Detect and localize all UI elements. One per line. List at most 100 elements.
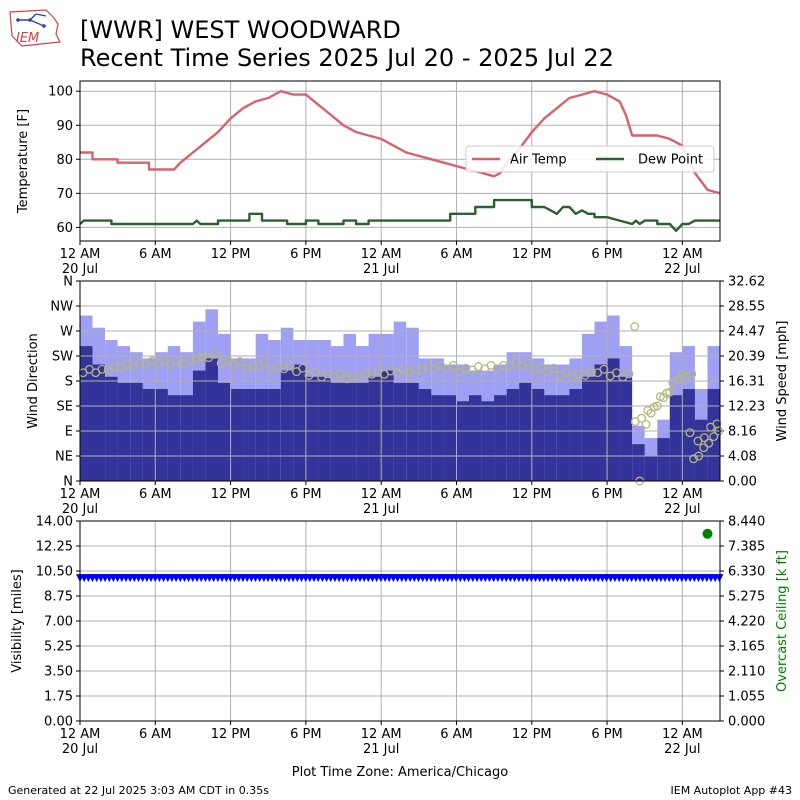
wind-direction-marker bbox=[618, 372, 628, 382]
visibility-marker bbox=[606, 574, 615, 583]
visibility-marker bbox=[548, 574, 557, 583]
wind-speed-bar bbox=[255, 389, 269, 481]
wind-direction-marker bbox=[335, 369, 345, 379]
visibility-marker bbox=[447, 574, 456, 583]
visibility-marker bbox=[310, 574, 318, 583]
x-tick-label: 12 AM bbox=[60, 247, 101, 262]
visibility-marker bbox=[314, 574, 323, 583]
visibility-marker bbox=[297, 574, 306, 583]
visibility-marker bbox=[318, 574, 327, 583]
y2-axis-label: Overcast Ceiling [k ft] bbox=[775, 550, 790, 692]
wind-speed-bar bbox=[418, 389, 432, 481]
visibility-marker bbox=[590, 574, 598, 583]
visibility-marker bbox=[489, 574, 498, 583]
wind-gust-bar bbox=[582, 333, 595, 481]
wind-gust-bar bbox=[594, 321, 607, 481]
speed-tick-label: 24.47 bbox=[728, 324, 765, 339]
wind-speed-bar bbox=[657, 438, 670, 481]
visibility-marker bbox=[251, 574, 260, 583]
visibility-marker bbox=[460, 574, 469, 583]
y-tick-label: 100 bbox=[48, 85, 73, 100]
wind-direction-marker bbox=[689, 454, 699, 464]
visibility-marker bbox=[577, 574, 586, 583]
visibility-marker bbox=[193, 574, 201, 583]
wind-direction-marker bbox=[641, 419, 651, 429]
wind-speed-bar bbox=[318, 376, 331, 481]
visibility-marker bbox=[201, 574, 210, 583]
wind-direction-marker bbox=[310, 367, 320, 377]
legend-label-air-temp: Air Temp bbox=[510, 153, 567, 168]
visibility-marker bbox=[335, 574, 344, 583]
wind-direction-marker bbox=[714, 426, 724, 436]
wind-direction-marker bbox=[185, 355, 195, 365]
wind-direction-marker bbox=[430, 364, 439, 374]
visibility-marker bbox=[652, 574, 661, 583]
page-subtitle: Recent Time Series 2025 Jul 20 - 2025 Ju… bbox=[80, 44, 614, 72]
wind-direction-marker bbox=[367, 369, 377, 379]
x-tick-date-label: 21 Jul bbox=[363, 502, 399, 517]
visibility-marker bbox=[351, 574, 360, 583]
visibility-marker bbox=[573, 574, 582, 583]
wind-direction-marker bbox=[116, 363, 126, 373]
wind-direction-marker bbox=[599, 364, 609, 374]
visibility-marker bbox=[343, 574, 352, 583]
legend-label-dew-point: Dew Point bbox=[638, 153, 703, 168]
wind-direction-marker bbox=[649, 402, 659, 412]
wind-speed-bar bbox=[105, 376, 118, 481]
generated-note: Generated at 22 Jul 2025 3:03 AM CDT in … bbox=[8, 784, 269, 797]
visibility-tick-label: 1.75 bbox=[44, 690, 73, 705]
wind-direction-marker bbox=[605, 371, 615, 381]
wind-speed-bar bbox=[707, 389, 720, 481]
wind-speed-bar bbox=[619, 376, 633, 481]
speed-tick-label: 12.23 bbox=[728, 400, 765, 415]
wind-direction-marker bbox=[204, 353, 214, 363]
wind-speed-bar bbox=[431, 395, 444, 481]
wind-speed-bar bbox=[393, 382, 407, 481]
visibility-marker bbox=[393, 574, 402, 583]
ceiling-tick-label: 3.165 bbox=[728, 640, 765, 655]
direction-tick-label: NE bbox=[55, 450, 73, 465]
visibility-marker bbox=[439, 574, 448, 583]
wind-direction-marker bbox=[586, 367, 596, 377]
speed-tick-label: 8.16 bbox=[728, 424, 757, 439]
visibility-marker bbox=[702, 574, 711, 583]
wind-gust-bar bbox=[607, 315, 620, 481]
wind-gust-bar bbox=[569, 358, 582, 481]
visibility-marker bbox=[493, 574, 502, 583]
visibility-marker bbox=[452, 574, 461, 583]
wind-gust-bar bbox=[418, 358, 432, 481]
y2-axis-label: Wind Speed [mph] bbox=[775, 321, 790, 442]
visibility-marker bbox=[159, 574, 168, 583]
speed-tick-label: 4.08 bbox=[728, 449, 757, 464]
wind-gust-bar bbox=[92, 327, 105, 481]
wind-direction-marker bbox=[511, 358, 521, 368]
visibility-marker bbox=[385, 574, 394, 583]
direction-tick-label: NW bbox=[50, 300, 73, 315]
wind-speed-bar bbox=[506, 389, 520, 481]
wind-speed-bar bbox=[155, 389, 168, 481]
wind-direction-marker bbox=[505, 361, 515, 371]
visibility-marker bbox=[686, 574, 695, 583]
wind-gust-bar bbox=[230, 358, 244, 481]
visibility-marker bbox=[539, 574, 548, 583]
wind-direction-marker bbox=[646, 408, 656, 418]
wind-speed-bar bbox=[381, 370, 394, 481]
wind-speed-bar bbox=[481, 401, 495, 481]
ceiling-tick-label: 4.220 bbox=[728, 615, 765, 630]
wind-gust-bar bbox=[356, 346, 369, 481]
wind-direction-marker bbox=[624, 369, 634, 379]
wind-gust-bar bbox=[268, 340, 281, 481]
wind-gust-bar bbox=[682, 346, 695, 481]
wind-gust-bar bbox=[619, 346, 633, 481]
x-tick-label: 12 PM bbox=[211, 727, 251, 742]
wind-direction-marker bbox=[448, 360, 458, 370]
wind-gust-bar bbox=[243, 358, 256, 481]
visibility-marker bbox=[397, 574, 406, 583]
wind-direction-marker bbox=[694, 451, 704, 461]
wind-speed-bar bbox=[356, 382, 369, 481]
visibility-marker bbox=[531, 574, 540, 583]
wind-direction-marker bbox=[354, 372, 364, 382]
visibility-marker bbox=[130, 574, 139, 583]
visibility-marker bbox=[644, 574, 653, 583]
